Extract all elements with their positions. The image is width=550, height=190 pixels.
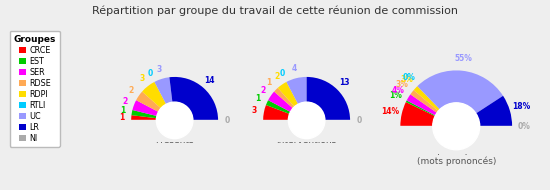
Wedge shape: [142, 82, 166, 108]
Text: 0: 0: [357, 116, 362, 125]
Text: 0%: 0%: [518, 122, 531, 131]
Wedge shape: [414, 86, 440, 111]
Text: 0: 0: [279, 69, 284, 78]
Wedge shape: [169, 77, 218, 120]
Wedge shape: [406, 101, 436, 116]
Wedge shape: [155, 77, 172, 104]
Text: 4%: 4%: [392, 86, 404, 95]
Wedge shape: [266, 100, 290, 114]
Wedge shape: [278, 82, 298, 107]
Bar: [237, 120, 376, 190]
Wedge shape: [307, 77, 350, 120]
Text: 3%: 3%: [400, 75, 413, 84]
Text: 1: 1: [119, 113, 124, 122]
Text: 13: 13: [339, 78, 349, 87]
Wedge shape: [410, 90, 438, 113]
Wedge shape: [131, 110, 157, 118]
Wedge shape: [136, 92, 161, 112]
Text: 14%: 14%: [381, 107, 399, 116]
Wedge shape: [268, 92, 293, 112]
Text: 3: 3: [252, 106, 257, 115]
Text: 2: 2: [123, 97, 128, 106]
Text: Temps de parole
(mots prononcés): Temps de parole (mots prononcés): [416, 146, 496, 166]
Text: 3: 3: [139, 74, 145, 83]
Text: 0: 0: [225, 116, 230, 125]
Wedge shape: [287, 77, 307, 104]
Text: 2: 2: [128, 86, 134, 95]
Wedge shape: [476, 96, 512, 126]
Legend: CRCE, EST, SER, RDSE, RDPI, RTLI, UC, LR, NI: CRCE, EST, SER, RDSE, RDPI, RTLI, UC, LR…: [9, 31, 60, 147]
Text: Présents: Présents: [155, 136, 194, 145]
Wedge shape: [131, 115, 157, 120]
Text: 1: 1: [267, 78, 272, 87]
Circle shape: [288, 102, 325, 139]
Wedge shape: [133, 100, 158, 116]
Text: 55%: 55%: [455, 54, 473, 63]
Text: 3%: 3%: [396, 80, 409, 89]
Wedge shape: [417, 70, 503, 113]
Circle shape: [433, 103, 480, 150]
Circle shape: [156, 102, 193, 139]
Wedge shape: [274, 88, 294, 108]
Text: 1: 1: [120, 106, 125, 115]
Text: Interventions: Interventions: [277, 136, 337, 145]
Bar: [105, 120, 244, 190]
Text: Répartition par groupe du travail de cette réunion de commission: Répartition par groupe du travail de cet…: [92, 6, 458, 16]
Text: 14: 14: [205, 76, 215, 85]
Text: 0%: 0%: [403, 73, 415, 82]
Text: 1%: 1%: [389, 91, 402, 100]
Text: 4: 4: [292, 64, 296, 73]
Text: 3: 3: [156, 65, 162, 74]
Wedge shape: [263, 105, 289, 120]
Text: 1: 1: [256, 94, 261, 103]
Text: 2: 2: [274, 72, 279, 81]
Text: 0: 0: [147, 69, 152, 78]
Wedge shape: [400, 102, 435, 126]
Wedge shape: [406, 94, 437, 116]
Bar: [367, 126, 546, 190]
Text: 2: 2: [260, 86, 266, 95]
Text: 18%: 18%: [513, 102, 531, 111]
